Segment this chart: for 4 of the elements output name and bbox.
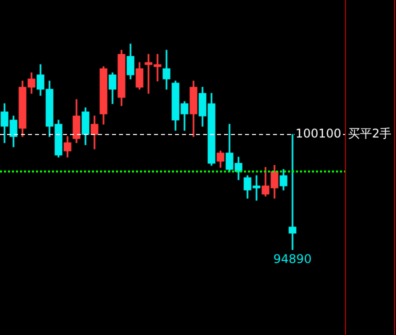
- text: 买平2手: [348, 126, 392, 141]
- annotation: 100100: [296, 126, 342, 141]
- candlestick: [288, 134, 296, 250]
- annotation: 94890: [273, 252, 312, 266]
